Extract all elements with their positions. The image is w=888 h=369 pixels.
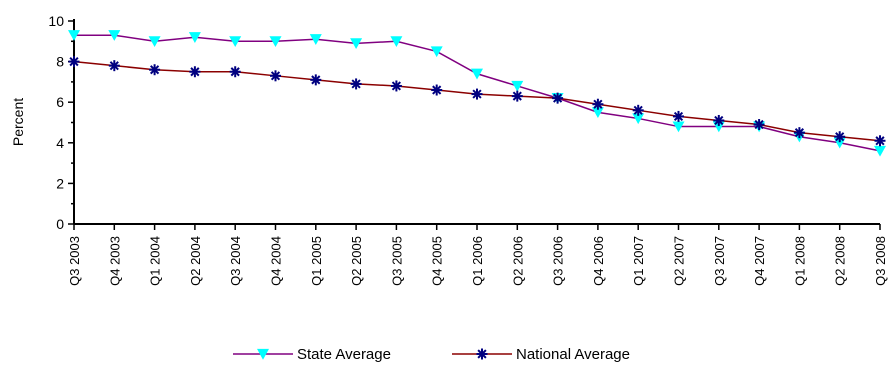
x-tick-label: Q4 2004: [269, 236, 284, 286]
x-tick-label: Q2 2005: [349, 236, 364, 286]
data-point-national-average-stroke: [714, 115, 724, 126]
data-point-national-average-stroke: [754, 119, 764, 130]
data-point-national-average-stroke: [472, 89, 482, 99]
data-point-national-average: [350, 78, 362, 90]
data-point-national-average: [753, 119, 765, 131]
y-tick-label: 2: [56, 175, 64, 191]
data-point-state-average: [672, 121, 685, 133]
data-point-state-average: [471, 68, 483, 80]
data-point-national-average-stroke: [673, 111, 684, 122]
data-point-national-average-stroke: [875, 136, 885, 146]
y-tick-label: 10: [48, 13, 64, 29]
legend-marker-national-average: [476, 348, 488, 360]
x-tick-label: Q3 2005: [389, 236, 404, 286]
x-tick-label: Q1 2007: [631, 236, 646, 286]
data-point-national-average: [511, 90, 523, 102]
data-point-national-average-stroke: [432, 85, 442, 95]
y-tick-label: 8: [56, 54, 64, 70]
data-point-national-average-stroke: [593, 99, 603, 109]
data-point-national-average-stroke: [150, 65, 160, 75]
x-tick-label: Q3 2006: [551, 236, 566, 286]
data-point-national-average: [270, 70, 281, 82]
data-point-state-average: [511, 80, 524, 92]
data-point-national-average: [552, 92, 564, 104]
x-tick-label: Q3 2004: [228, 236, 243, 286]
data-point-national-average: [431, 84, 443, 96]
data-point-national-average: [108, 60, 120, 72]
data-point-state-average: [108, 30, 121, 41]
data-point-national-average: [592, 98, 604, 110]
data-point-national-average: [713, 114, 725, 126]
data-point-national-average: [189, 66, 201, 78]
data-point-national-average-stroke: [351, 79, 361, 89]
legend-item-national-average: National Average: [452, 346, 630, 363]
y-axis-title: Percent: [10, 98, 26, 146]
data-point-state-average: [148, 36, 161, 47]
data-point-national-average: [149, 64, 161, 76]
x-tick-label: Q4 2006: [591, 236, 606, 286]
data-point-state-average: [188, 32, 201, 43]
data-point-national-average-stroke: [794, 128, 804, 138]
legend-label-national-average: National Average: [516, 346, 630, 363]
legend-item-state-average: State Average: [233, 346, 391, 363]
x-tick-label: Q2 2008: [833, 236, 848, 286]
data-point-national-average: [310, 74, 322, 86]
x-tick-label: Q4 2007: [752, 236, 767, 286]
data-point-state-average: [874, 145, 886, 157]
data-point-national-average: [793, 127, 805, 139]
data-point-national-average: [229, 66, 241, 78]
data-point-national-average: [471, 88, 483, 100]
data-point-national-average-stroke: [835, 132, 845, 142]
legend-star: [476, 348, 488, 360]
x-tick-label: Q4 2003: [107, 236, 122, 286]
data-point-national-average-stroke: [391, 81, 401, 91]
x-tick-label: Q3 2007: [712, 236, 727, 286]
x-tick-label: Q2 2006: [510, 236, 525, 286]
x-tick-label: Q4 2005: [430, 236, 445, 286]
x-tick-label: Q1 2008: [792, 236, 807, 286]
data-point-national-average: [68, 56, 80, 68]
legend-star-stroke: [477, 349, 487, 359]
data-point-state-average: [309, 34, 322, 45]
data-point-state-average: [269, 36, 282, 47]
x-tick-label: Q1 2006: [470, 236, 485, 286]
data-point-state-average: [632, 113, 645, 125]
y-tick-label: 6: [56, 94, 64, 110]
x-tick-label: Q1 2005: [309, 236, 324, 286]
data-point-national-average: [390, 80, 402, 92]
data-point-national-average-stroke: [633, 105, 643, 115]
x-tick-label: Q2 2007: [672, 236, 687, 286]
data-point-national-average-stroke: [230, 67, 240, 77]
legend-label-state-average: State Average: [297, 346, 391, 363]
data-point-state-average: [229, 36, 242, 47]
data-point-state-average: [430, 46, 443, 58]
data-point-national-average-stroke: [190, 67, 200, 77]
data-point-national-average: [673, 110, 684, 122]
data-point-national-average-stroke: [69, 57, 79, 67]
x-tick-label: Q2 2004: [188, 236, 203, 286]
y-tick-label: 4: [56, 135, 64, 151]
legend: State Average National Average: [233, 346, 630, 363]
data-point-national-average-stroke: [512, 91, 522, 101]
data-point-state-average: [390, 36, 403, 47]
data-point-national-average-stroke: [553, 93, 563, 103]
y-tick-label: 0: [56, 216, 64, 232]
data-point-national-average: [834, 131, 846, 143]
data-point-state-average: [350, 38, 363, 50]
plot-area: 0 2 4 6 8 10 Q3 2003 Q4 2003 Q1 2004 Q2 2004 Q3 20…: [48, 13, 888, 286]
data-point-state-average: [591, 107, 604, 119]
data-point-national-average-stroke: [109, 61, 119, 71]
x-tick-label: Q3 2008: [873, 236, 888, 286]
data-point-national-average: [874, 135, 886, 147]
legend-marker-state-average: [257, 348, 269, 360]
x-tick-label: Q3 2003: [67, 236, 82, 286]
x-tick-label: Q1 2004: [148, 236, 163, 286]
data-point-national-average-stroke: [311, 75, 321, 85]
data-point-state-average: [68, 30, 80, 41]
data-point-national-average: [632, 104, 644, 116]
data-point-national-average-stroke: [270, 71, 281, 81]
